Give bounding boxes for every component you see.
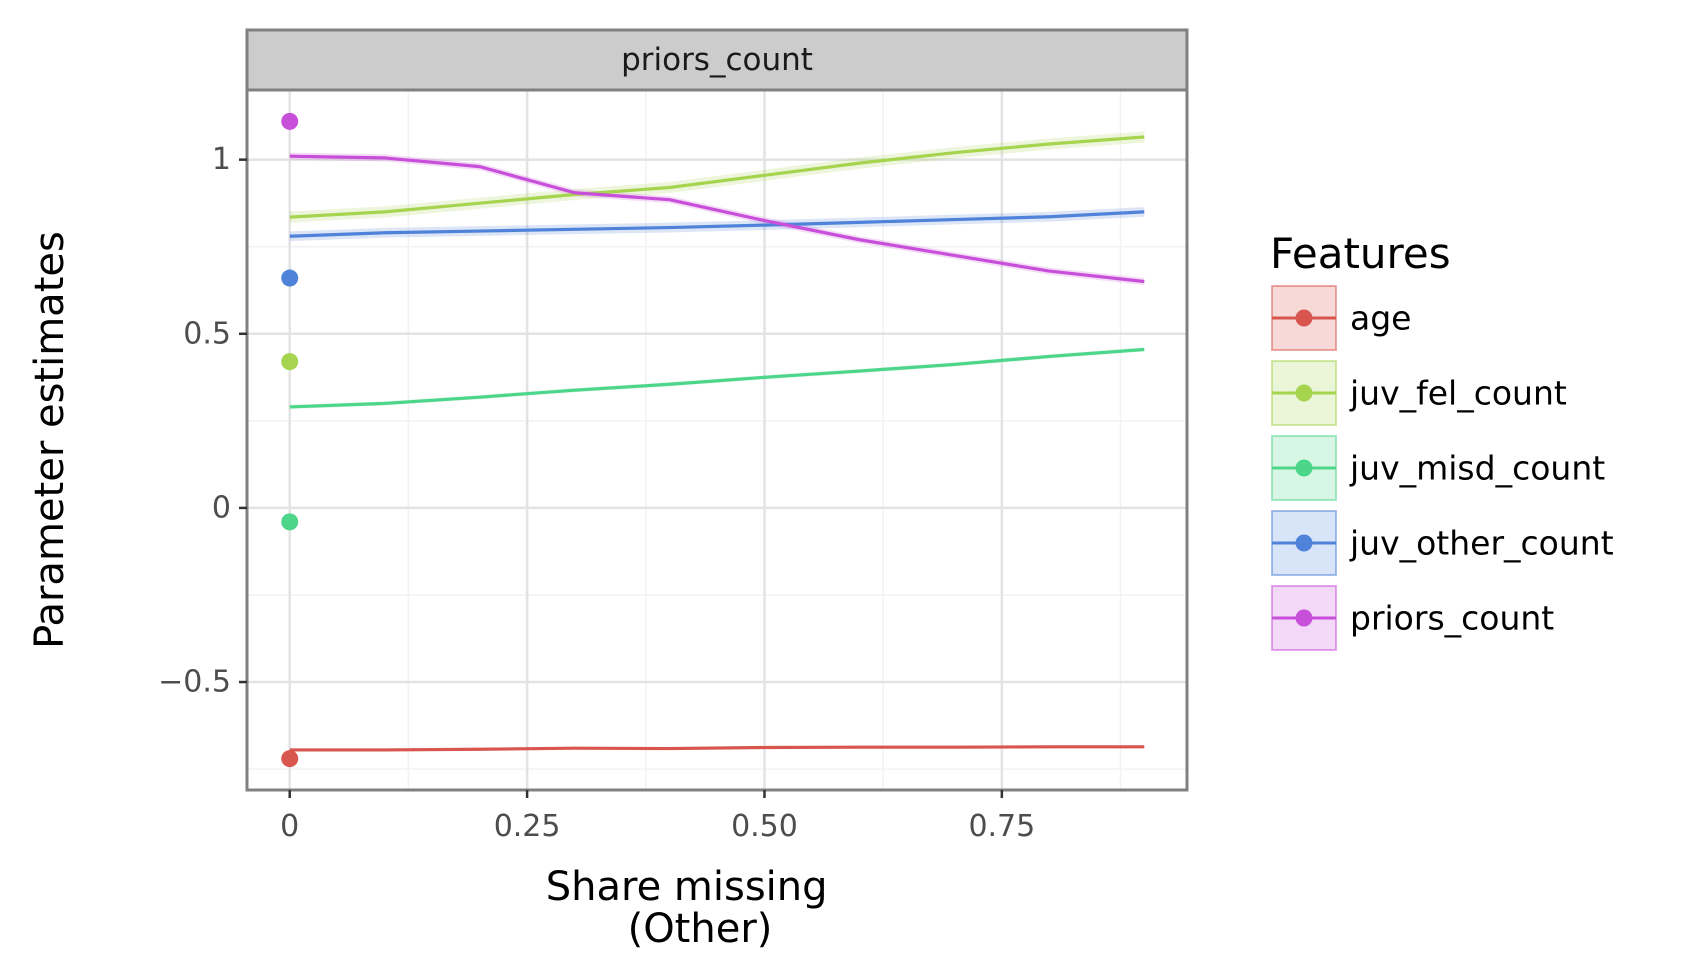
series-points [281,112,299,768]
x-tick-label: 0.25 [494,809,561,844]
line-juv_fel_count [289,135,1145,219]
legend-label-priors_count: priors_count [1350,599,1554,638]
y-tick-label: −0.5 [158,665,231,700]
x-axis-title: Share missing (Other) [546,864,840,952]
point-priors_count [281,112,299,130]
x-axis-ticks: 0 0.25 0.50 0.75 [280,790,1035,844]
point-juv_other_count [281,269,299,287]
legend-key-point-juv_other_count [1295,534,1313,552]
line-age [289,745,1145,752]
y-tick-label: 1 [212,142,231,177]
y-axis-ticks: −0.5 0 0.5 1 [158,142,247,700]
x-axis-title-line-2: (Other) [628,906,773,952]
band-juv_misd_count [289,347,1145,410]
major-gridlines [247,90,1187,790]
legend-key-point-age [1295,309,1313,327]
legend-label-juv_other_count: juv_other_count [1349,524,1614,563]
y-axis-title: Parameter estimates [27,231,73,649]
legend-title: Features [1270,229,1451,278]
legend-label-juv_fel_count: juv_fel_count [1349,374,1567,413]
legend-label-age: age [1350,299,1411,338]
legend-key-point-priors_count [1295,609,1313,627]
y-tick-label: 0.5 [183,316,231,351]
series-lines [289,135,1145,752]
x-tick-label: 0.50 [731,809,798,844]
line-juv_other_count [289,210,1145,238]
legend-key-point-juv_misd_count [1295,459,1313,477]
point-juv_misd_count [281,513,299,531]
legend-key-point-juv_fel_count [1295,384,1313,402]
point-juv_fel_count [281,353,299,371]
minor-gridlines [247,90,1187,790]
point-age [281,750,299,768]
line-priors_count [289,154,1145,284]
y-tick-label: 0 [212,490,231,525]
facet-label: priors_count [621,42,813,78]
confidence-bands [289,131,1145,752]
legend-label-juv_misd_count: juv_misd_count [1349,449,1605,488]
plot-panel-border [245,88,1189,792]
x-tick-label: 0 [280,809,299,844]
line-juv_misd_count [289,347,1145,409]
x-axis-title-line-1: Share missing [546,864,828,910]
facet-strip [245,28,1189,92]
x-tick-label: 0.75 [968,809,1035,844]
legend: age juv_fel_count juv_misd_count juv_other_… [1271,285,1614,651]
band-juv_other_count [289,207,1145,242]
